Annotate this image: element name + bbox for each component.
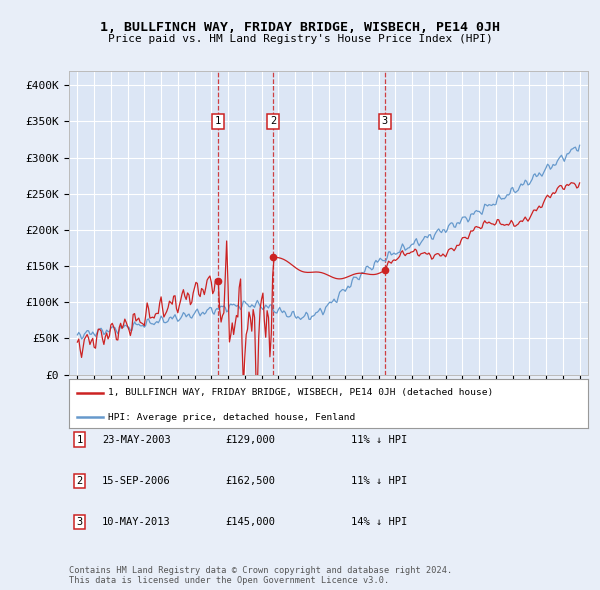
- Text: 2: 2: [77, 476, 83, 486]
- Text: £129,000: £129,000: [225, 435, 275, 444]
- Text: HPI: Average price, detached house, Fenland: HPI: Average price, detached house, Fenl…: [108, 412, 355, 422]
- Text: £145,000: £145,000: [225, 517, 275, 527]
- Text: 1, BULLFINCH WAY, FRIDAY BRIDGE, WISBECH, PE14 0JH: 1, BULLFINCH WAY, FRIDAY BRIDGE, WISBECH…: [100, 21, 500, 34]
- Text: 2: 2: [270, 116, 277, 126]
- Text: 1: 1: [215, 116, 221, 126]
- Text: 11% ↓ HPI: 11% ↓ HPI: [351, 435, 407, 444]
- Text: 14% ↓ HPI: 14% ↓ HPI: [351, 517, 407, 527]
- Text: 3: 3: [77, 517, 83, 527]
- Text: £162,500: £162,500: [225, 476, 275, 486]
- Text: 11% ↓ HPI: 11% ↓ HPI: [351, 476, 407, 486]
- Text: Contains HM Land Registry data © Crown copyright and database right 2024.
This d: Contains HM Land Registry data © Crown c…: [69, 566, 452, 585]
- Text: Price paid vs. HM Land Registry's House Price Index (HPI): Price paid vs. HM Land Registry's House …: [107, 34, 493, 44]
- Text: 10-MAY-2013: 10-MAY-2013: [102, 517, 171, 527]
- Text: 3: 3: [382, 116, 388, 126]
- Text: 23-MAY-2003: 23-MAY-2003: [102, 435, 171, 444]
- Text: 15-SEP-2006: 15-SEP-2006: [102, 476, 171, 486]
- Text: 1, BULLFINCH WAY, FRIDAY BRIDGE, WISBECH, PE14 0JH (detached house): 1, BULLFINCH WAY, FRIDAY BRIDGE, WISBECH…: [108, 388, 493, 398]
- Text: 1: 1: [77, 435, 83, 444]
